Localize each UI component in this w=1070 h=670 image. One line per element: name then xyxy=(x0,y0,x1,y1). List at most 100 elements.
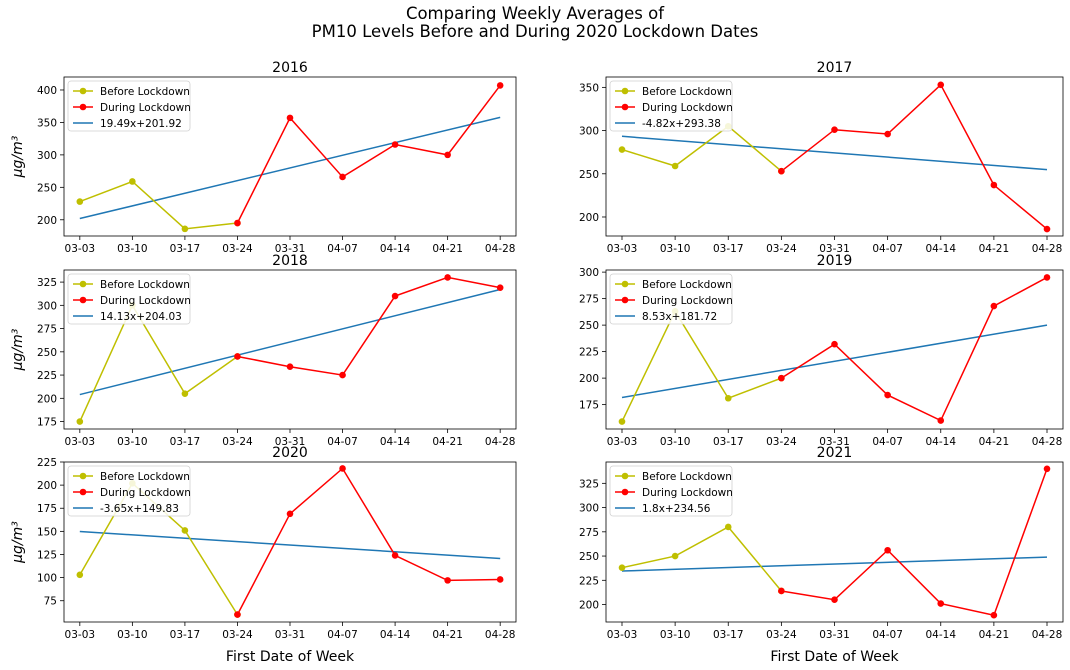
legend: Before Lockdown During Lockdown -4.82x+293… xyxy=(609,80,733,132)
before-lockdown-point xyxy=(129,178,136,185)
y-tick-label: 200 xyxy=(37,215,57,227)
y-tick-label: 250 xyxy=(579,320,599,332)
during-lockdown-point xyxy=(339,371,346,379)
during-lockdown-point xyxy=(831,340,838,348)
during-lockdown-point xyxy=(831,596,838,603)
y-tick-label: 325 xyxy=(37,277,57,289)
during-lockdown-point xyxy=(937,81,945,89)
during-lockdown-point xyxy=(831,126,838,134)
y-tick-label: 250 xyxy=(579,169,599,181)
x-tick-label: 04-28 xyxy=(1032,243,1063,255)
during-lockdown-point xyxy=(884,130,891,138)
x-tick-label: 03-03 xyxy=(65,436,96,448)
legend-label: During Lockdown xyxy=(100,102,191,114)
x-tick-label: 03-17 xyxy=(713,436,744,448)
y-tick-label: 200 xyxy=(37,480,57,492)
x-tick-label: 04-14 xyxy=(925,243,956,255)
x-tick-label: 04-14 xyxy=(380,629,411,641)
legend-box xyxy=(67,465,191,517)
x-tick-label: 03-31 xyxy=(819,243,850,255)
during-lockdown-point xyxy=(496,284,504,291)
x-tick-label: 03-17 xyxy=(713,243,744,255)
during-lockdown-point xyxy=(1043,274,1051,281)
y-tick-label: 325 xyxy=(579,478,599,490)
y-tick-label: 300 xyxy=(37,150,57,162)
x-tick-label: 04-14 xyxy=(925,436,956,448)
during-lockdown-point xyxy=(990,611,998,619)
during-lockdown-point xyxy=(496,82,504,89)
figure-title-line-2: PM10 Levels Before and During 2020 Lockd… xyxy=(311,22,759,41)
before-lockdown-line xyxy=(621,125,782,172)
during-lockdown-point xyxy=(778,374,785,382)
x-tick-label: 03-17 xyxy=(170,436,201,448)
subplot-title: 2019 xyxy=(817,253,853,269)
during-lockdown-point xyxy=(286,363,294,371)
during-lockdown-line xyxy=(781,468,1048,617)
before-lockdown-point xyxy=(181,225,189,233)
plot-area xyxy=(621,83,1048,230)
during-lockdown-point xyxy=(496,576,504,583)
plot-area xyxy=(79,276,501,422)
x-tick-label: 03-24 xyxy=(766,243,797,255)
x-tick-label: 03-03 xyxy=(65,629,96,641)
legend-label: During Lockdown xyxy=(100,295,191,307)
plot-area xyxy=(621,468,1048,617)
legend-label: During Lockdown xyxy=(100,487,191,499)
y-tick-label: 275 xyxy=(579,527,599,539)
x-tick-label: 03-24 xyxy=(222,243,253,255)
during-lockdown-point xyxy=(234,611,241,618)
y-tick-label: 225 xyxy=(579,575,599,587)
y-tick-label: 200 xyxy=(37,393,57,405)
x-tick-label: 04-28 xyxy=(485,436,516,448)
legend-box xyxy=(609,465,733,517)
legend-marker xyxy=(621,87,629,95)
legend-box xyxy=(67,80,191,132)
x-tick-label: 04-21 xyxy=(432,243,463,255)
before-lockdown-point xyxy=(671,162,679,170)
during-lockdown-point xyxy=(339,465,346,472)
during-lockdown-point xyxy=(990,181,998,189)
x-tick-label: 03-24 xyxy=(766,629,797,641)
before-lockdown-point xyxy=(618,418,626,425)
during-lockdown-point xyxy=(884,391,891,399)
legend-label: 19.49x+201.92 xyxy=(100,118,182,130)
x-tick-label: 04-21 xyxy=(979,629,1010,641)
legend-marker xyxy=(79,472,87,480)
during-lockdown-point xyxy=(778,587,785,595)
legend-marker xyxy=(79,87,87,95)
subplot-2016: 2016 03-03 03-10 03-17 03-24 03-31 04-07 04-14 0… xyxy=(10,60,517,255)
legend-label: -3.65x+149.83 xyxy=(100,503,179,515)
subplot-2018: 2018 03-03 03-10 03-17 03-24 03-31 04-07 04-14 0… xyxy=(10,253,517,448)
y-tick-label: 350 xyxy=(579,82,599,94)
during-lockdown-line xyxy=(236,467,501,615)
legend-label: Before Lockdown xyxy=(100,471,190,483)
x-tick-label: 03-24 xyxy=(222,436,253,448)
x-tick-label: 03-03 xyxy=(65,243,96,255)
before-lockdown-point xyxy=(671,552,679,560)
y-tick-label: 300 xyxy=(579,126,599,138)
before-lockdown-point xyxy=(618,564,626,571)
before-lockdown-point xyxy=(76,571,84,579)
figure-title-line-1: Comparing Weekly Averages of xyxy=(405,4,665,23)
y-tick-label: 250 xyxy=(37,347,57,359)
x-tick-label: 04-14 xyxy=(380,243,411,255)
plot-area xyxy=(621,276,1048,422)
during-lockdown-point xyxy=(1043,225,1051,233)
subplot-title: 2018 xyxy=(272,253,308,269)
y-axis-label: μg/m³ xyxy=(10,135,26,178)
during-lockdown-point xyxy=(391,141,399,148)
x-tick-label: 03-24 xyxy=(766,436,797,448)
x-tick-label: 03-10 xyxy=(660,243,691,255)
y-tick-label: 300 xyxy=(579,267,599,279)
x-tick-label: 04-28 xyxy=(485,629,516,641)
before-lockdown-point xyxy=(181,527,189,534)
trend-line xyxy=(79,288,501,396)
x-tick-label: 04-21 xyxy=(432,436,463,448)
x-tick-label: 03-24 xyxy=(222,629,253,641)
x-tick-label: 04-07 xyxy=(872,243,903,255)
legend-marker xyxy=(79,296,87,304)
x-tick-label: 04-07 xyxy=(872,629,903,641)
during-lockdown-point xyxy=(391,292,399,300)
legend-label: Before Lockdown xyxy=(100,279,190,291)
